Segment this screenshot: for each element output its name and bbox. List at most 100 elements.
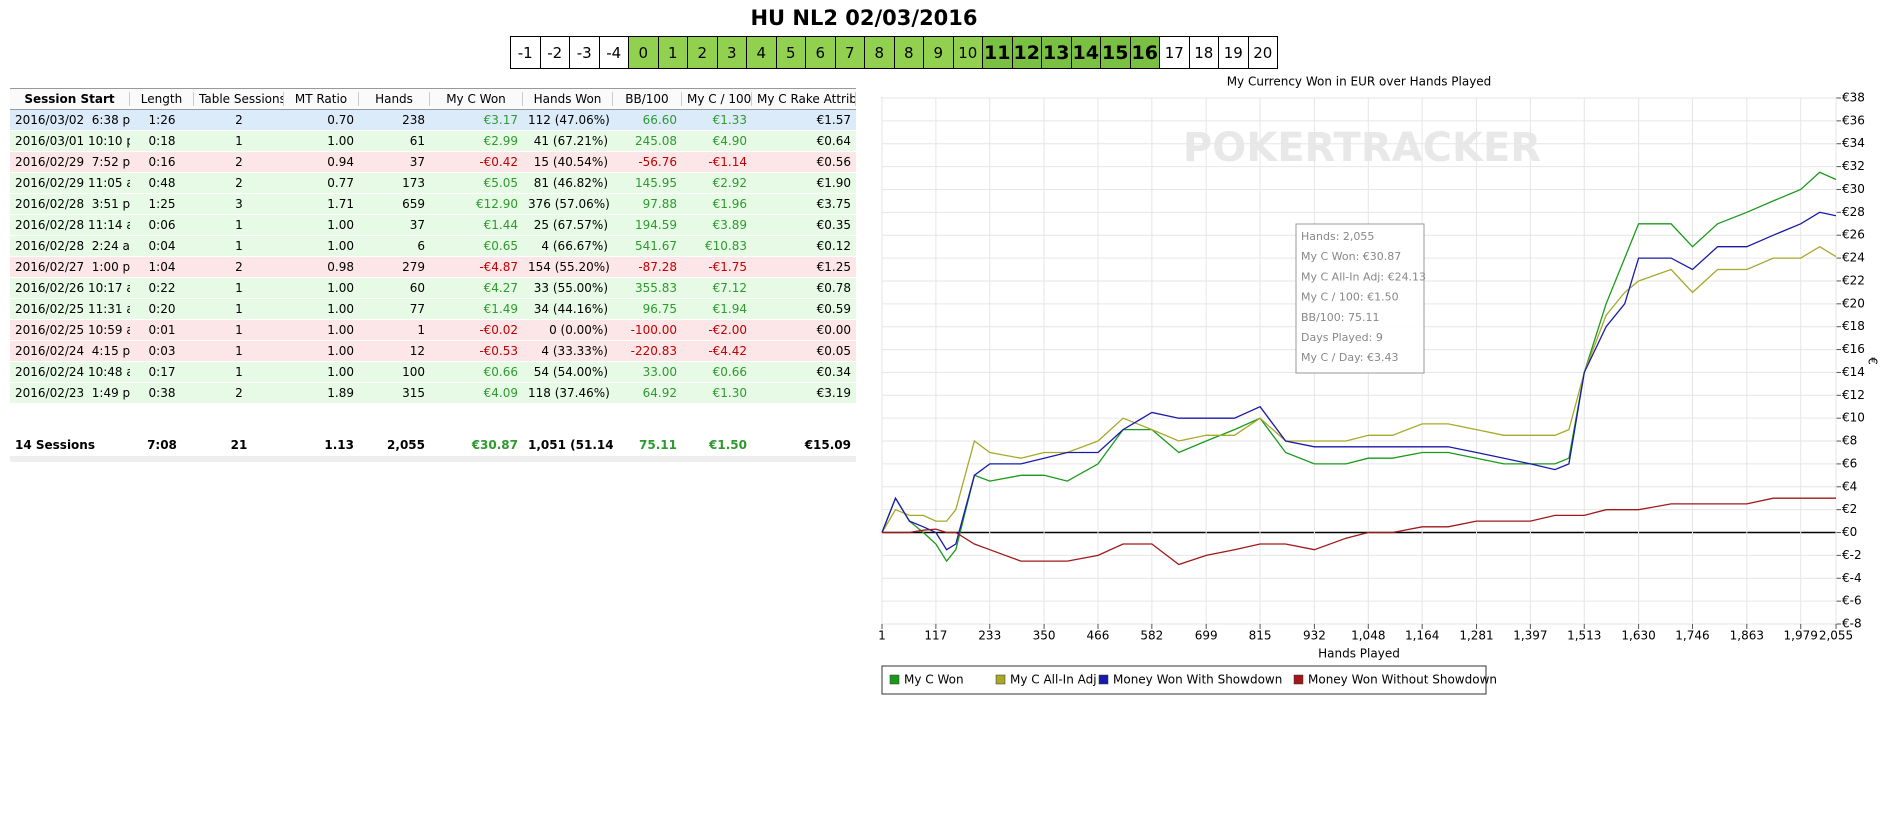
table-cell: -100.00: [630, 323, 677, 337]
table-cell: 1.71: [327, 197, 354, 211]
x-tick-label: 466: [1087, 629, 1110, 643]
table-cell: 4 (33.33%): [541, 344, 608, 358]
table-cell: 0.94: [327, 155, 354, 169]
table-cell: 1.00: [327, 218, 354, 232]
table-cell: 100: [402, 365, 425, 379]
tooltip-box: [1295, 223, 1425, 374]
table-cell: 2016/02/28 2:24 am: [15, 239, 130, 253]
column-header: My C Won: [430, 92, 523, 106]
table-cell: 154 (55.20%): [528, 260, 610, 274]
table-cell: 0:18: [148, 134, 176, 148]
table-row: 2016/02/29 7:52 pm 0:16 2 0.94 37 -€0.42 15 (4…: [10, 152, 856, 173]
table-cell: 1: [235, 323, 243, 337]
table-cell: 0:06: [148, 218, 176, 232]
page-title: HU NL2 02/03/2016: [750, 6, 978, 30]
y-tick-label: €28: [1842, 205, 1865, 219]
table-cell: 77: [409, 302, 425, 316]
table-cell: 315: [402, 386, 425, 400]
table-cell: €3.19: [816, 386, 851, 400]
table-row: 2016/02/24 4:15 pm 0:03 1 1.00 12 -€0.53 4 (33…: [10, 341, 856, 362]
table-cell: 238: [402, 113, 425, 127]
table-cell: €1.44: [483, 218, 518, 232]
table-cell: 1: [235, 302, 243, 316]
table-cell: €4.90: [712, 134, 747, 148]
watermark: POKERTRACKER: [1183, 125, 1541, 171]
table-cell: €12.90: [476, 197, 518, 211]
table-cell: €1.33: [712, 113, 747, 127]
table-cell: 1.00: [327, 344, 354, 358]
column-header: MT Ratio: [284, 92, 359, 106]
chart-title: My Currency Won in EUR over Hands Played: [1227, 75, 1492, 89]
table-cell: 2016/03/02 6:38 pm: [15, 113, 130, 127]
table-cell: -87.28: [638, 260, 677, 274]
strip-cell: 11: [982, 37, 1012, 68]
table-cell: 2: [235, 260, 243, 274]
strip-cell: 9: [923, 37, 953, 68]
column-header: Table Sessions: [194, 92, 284, 106]
strip-cell: 20: [1247, 37, 1278, 68]
table-cell: 376 (57.06%): [528, 197, 610, 211]
table-cell: -220.83: [630, 344, 677, 358]
table-cell: 2: [235, 176, 243, 190]
x-tick-label: 1,164: [1405, 629, 1439, 643]
table-cell: 1.00: [327, 323, 354, 337]
y-tick-label: €-6: [1842, 594, 1862, 608]
x-axis-label: Hands Played: [1318, 647, 1400, 661]
totals-cell: €15.09: [804, 438, 851, 452]
table-cell: 54 (54.00%): [533, 365, 608, 379]
table-cell: €7.12: [712, 281, 747, 295]
table-cell: 60: [409, 281, 425, 295]
series-line: [881, 211, 1837, 551]
legend-swatch: [889, 674, 900, 685]
table-cell: €5.05: [483, 176, 518, 190]
totals-cell: €1.50: [709, 438, 747, 452]
y-tick-label: €2: [1842, 502, 1857, 516]
column-header: My C / 100: [682, 92, 752, 106]
totals-cell: 14 Sessions: [15, 438, 95, 452]
table-cell: 1.00: [327, 281, 354, 295]
table-cell: 1.89: [327, 386, 354, 400]
table-cell: 12: [409, 344, 425, 358]
table-row: 2016/03/02 6:38 pm 1:26 2 0.70 238 €3.17 112 (…: [10, 110, 856, 131]
table-cell: 15 (40.54%): [533, 155, 608, 169]
table-cell: 145.95: [635, 176, 677, 190]
y-tick-label: €6: [1842, 456, 1857, 470]
table-cell: €3.75: [816, 197, 851, 211]
table-cell: 2: [235, 386, 243, 400]
x-tick-label: 1,397: [1513, 629, 1547, 643]
table-cell: 1.00: [327, 134, 354, 148]
table-cell: 194.59: [635, 218, 677, 232]
strip-cell: 6: [805, 37, 835, 68]
table-cell: €2.92: [712, 176, 747, 190]
strip-cell: 7: [834, 37, 864, 68]
table-cell: €0.66: [483, 365, 518, 379]
table-cell: 659: [402, 197, 425, 211]
table-cell: 1:04: [148, 260, 176, 274]
table-row: 2016/02/23 1:49 pm 0:38 2 1.89 315 €4.09 118 (…: [10, 383, 856, 404]
strip-cell: -1: [517, 43, 533, 62]
table-cell: 2: [235, 113, 243, 127]
y-tick-label: €14: [1842, 365, 1865, 379]
strip-cell: 3: [716, 37, 746, 68]
table-cell: 33.00: [642, 365, 677, 379]
table-cell: -56.76: [638, 155, 677, 169]
table-header: Session Start Length Table Sessions MT Rati…: [10, 88, 856, 110]
table-cell: 81 (46.82%): [533, 176, 608, 190]
sessions-table: Session Start Length Table Sessions MT Rati…: [10, 88, 856, 462]
y-tick-label: €22: [1842, 273, 1865, 287]
table-cell: 245.08: [635, 134, 677, 148]
y-tick-label: €8: [1842, 434, 1857, 448]
strip-cell: 14: [1070, 37, 1100, 68]
table-cell: 0:17: [148, 365, 176, 379]
table-cell: 96.75: [642, 302, 677, 316]
table-cell: 541.67: [635, 239, 677, 253]
table-cell: -€1.75: [708, 260, 747, 274]
table-cell: 2016/03/01 10:10 pm: [15, 134, 130, 148]
strip-cell: -2: [539, 37, 570, 68]
x-tick-label: 582: [1140, 629, 1163, 643]
legend-swatch: [1098, 674, 1109, 685]
x-tick-label: 1,048: [1351, 629, 1385, 643]
table-cell: 2016/02/25 10:59 am: [15, 323, 130, 337]
y-tick-label: €30: [1842, 182, 1865, 196]
